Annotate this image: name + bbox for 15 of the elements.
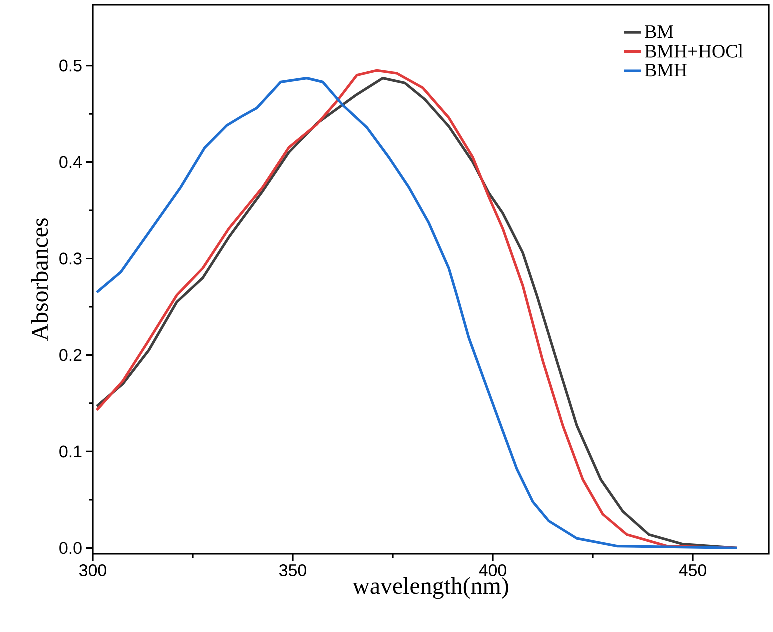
y-axis-title: Absorbances [31, 218, 48, 342]
x-axis-title: wavelength(nm) [352, 577, 508, 600]
x-tick-label: 400 [479, 564, 506, 576]
y-tick-label: 0.2 [60, 349, 82, 362]
legend-label: BMH+HOCl [645, 44, 744, 58]
x-tick-label: 350 [280, 564, 306, 576]
y-tick-label: 0.1 [60, 446, 82, 458]
legend-label: BMH [645, 64, 688, 77]
x-tick-label: 450 [679, 564, 706, 576]
y-tick-label: 0.0 [60, 542, 82, 554]
y-tick-label: 0.3 [60, 252, 82, 265]
y-tick-label: 0.4 [60, 156, 82, 168]
x-tick-label: 300 [80, 564, 106, 576]
y-tick-label: 0.5 [60, 60, 82, 72]
legend-label: BM [645, 26, 674, 38]
